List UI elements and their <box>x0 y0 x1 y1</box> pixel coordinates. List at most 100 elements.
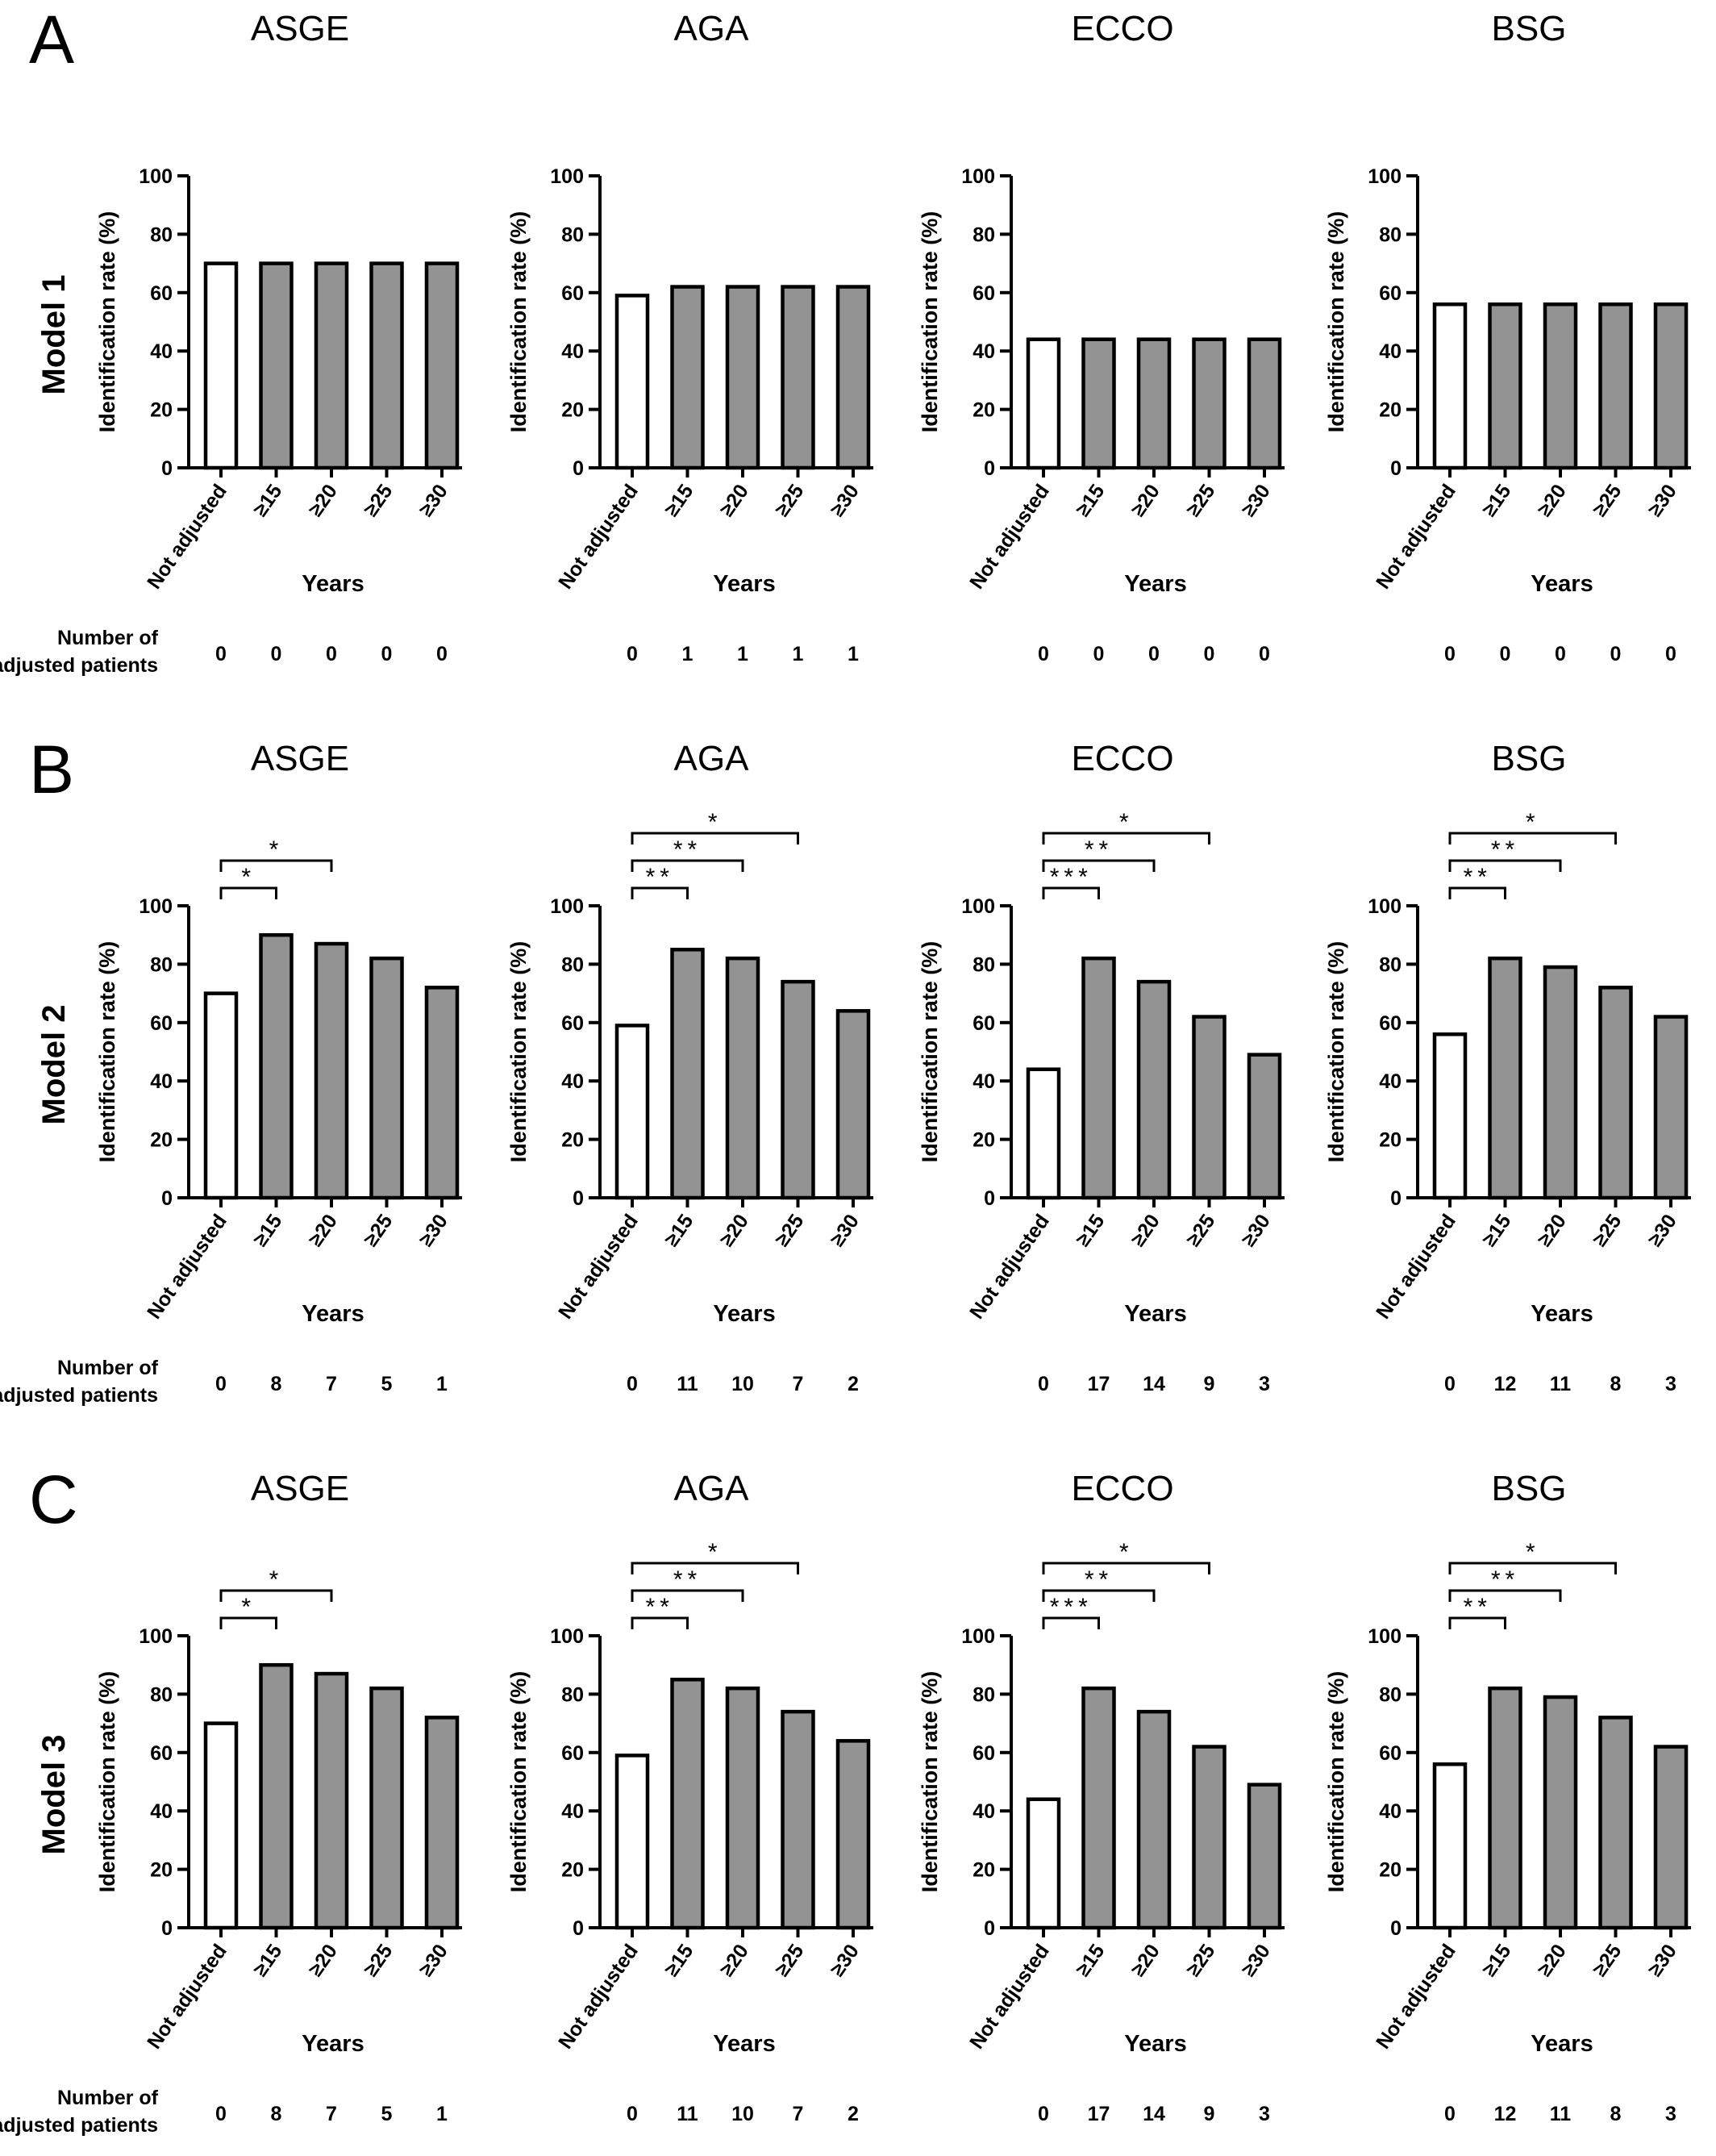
chart-title: BSG <box>1492 739 1567 778</box>
significance-bracket <box>631 1616 689 1629</box>
x-tick-label: ≥15 <box>1478 1210 1516 1250</box>
x-axis-label: Years <box>302 571 364 597</box>
y-tick-label: 40 <box>561 1070 584 1093</box>
y-axis-label: Identification rate (%) <box>918 1671 942 1893</box>
x-tick-label: ≥20 <box>1127 480 1164 520</box>
chart-title: AGA <box>674 739 750 778</box>
y-tick-label: 60 <box>561 1012 584 1035</box>
count-value: 0 <box>1259 643 1270 665</box>
y-axis-label: Identification rate (%) <box>95 1671 119 1893</box>
x-tick-label: ≥15 <box>1072 1210 1110 1250</box>
x-tick-label: ≥20 <box>715 1210 753 1250</box>
count-value: 8 <box>1610 2103 1622 2125</box>
significance-stars: * <box>1526 809 1540 836</box>
y-tick-label: 80 <box>1379 223 1402 246</box>
x-tick-label: ≥30 <box>1643 480 1681 520</box>
y-tick-label: 100 <box>961 1625 995 1648</box>
x-axis-label: Years <box>1124 2031 1186 2057</box>
significance-stars: ** <box>673 1566 702 1593</box>
bar <box>314 261 349 470</box>
count-value: 0 <box>215 643 227 665</box>
count-value: 3 <box>1665 1373 1676 1395</box>
x-tick-label: ≥25 <box>771 1940 809 1980</box>
bar <box>1653 302 1689 470</box>
significance-bracket <box>1042 1562 1210 1574</box>
significance-stars: * <box>1119 1539 1134 1566</box>
bar <box>835 1009 871 1200</box>
x-tick-label: ≥15 <box>1072 480 1110 520</box>
bar <box>1653 1745 1689 1930</box>
chart-ecco: ECCO 0 20 40 60 80 100 Identification rate (%) N… <box>918 1469 1285 2125</box>
significance-stars: ** <box>1464 864 1492 890</box>
x-tick-label: ≥15 <box>1072 1940 1110 1980</box>
significance-bracket <box>631 886 689 899</box>
y-tick-label: 40 <box>561 340 584 363</box>
bar <box>725 956 760 1200</box>
model-label: Model 1 <box>36 275 72 395</box>
bar <box>781 979 815 1200</box>
x-axis-label: Years <box>1531 2031 1593 2057</box>
count-value: 11 <box>1550 2103 1572 2125</box>
bar <box>259 1662 294 1930</box>
x-tick-label: Not adjusted <box>143 480 231 593</box>
count-value: 0 <box>271 643 282 665</box>
x-tick-label: ≥15 <box>660 480 698 520</box>
x-tick-label: ≥30 <box>414 480 452 520</box>
bar <box>314 1671 349 1930</box>
y-tick-label: 20 <box>561 1859 584 1882</box>
y-tick-label: 100 <box>550 895 584 918</box>
x-tick-label: Not adjusted <box>143 1210 231 1323</box>
x-tick-label: ≥25 <box>1589 1940 1626 1980</box>
bar <box>369 261 404 470</box>
y-tick-label: 20 <box>150 1859 173 1882</box>
count-value: 14 <box>1143 1373 1165 1395</box>
count-value: 3 <box>1665 2103 1676 2125</box>
chart-title: BSG <box>1492 1469 1567 1508</box>
bar <box>781 1709 815 1930</box>
x-tick-label: ≥25 <box>771 480 809 520</box>
y-tick-label: 60 <box>973 1742 995 1765</box>
bar <box>1432 1032 1468 1200</box>
count-value: 0 <box>1038 643 1049 665</box>
significance-stars: ** <box>646 864 674 890</box>
y-tick-label: 20 <box>150 399 173 422</box>
chart-ecco: ECCO 0 20 40 60 80 100 Identification rate (%) N… <box>918 9 1285 665</box>
count-value: 0 <box>627 643 638 665</box>
bar <box>369 1686 404 1930</box>
significance-bracket <box>1042 886 1100 899</box>
bar <box>259 932 294 1200</box>
count-value: 3 <box>1259 2103 1270 2125</box>
significance-stars: * <box>269 836 284 863</box>
x-tick-label: Not adjusted <box>554 1940 643 2053</box>
significance-bracket <box>1042 1616 1100 1629</box>
bar <box>1136 979 1172 1200</box>
y-tick-label: 40 <box>973 1070 995 1093</box>
bar <box>1081 956 1116 1200</box>
count-value: 0 <box>1093 643 1105 665</box>
significance-bracket <box>631 832 799 844</box>
y-axis-label: Identification rate (%) <box>918 211 942 433</box>
x-tick-label: ≥15 <box>249 480 287 520</box>
y-tick-label: 80 <box>150 953 173 976</box>
y-axis-label: Identification rate (%) <box>506 1671 531 1893</box>
count-value: 0 <box>1148 643 1160 665</box>
y-tick-label: 60 <box>561 282 584 305</box>
significance-stars: ** <box>1464 1594 1492 1620</box>
y-axis-label: Identification rate (%) <box>1324 941 1348 1163</box>
chart-title: AGA <box>674 9 750 48</box>
count-value: 1 <box>848 643 859 665</box>
count-value: 0 <box>1555 643 1566 665</box>
significance-bracket <box>631 1589 744 1602</box>
bar <box>424 261 460 470</box>
y-tick-label: 80 <box>561 1683 584 1706</box>
x-tick-label: ≥30 <box>826 480 864 520</box>
bar <box>1136 1709 1172 1930</box>
x-tick-label: ≥15 <box>249 1210 287 1250</box>
x-tick-label: Not adjusted <box>965 1940 1054 2053</box>
bar <box>1432 302 1468 470</box>
count-value: 0 <box>1038 2103 1049 2125</box>
bar <box>314 941 349 1200</box>
y-tick-label: 0 <box>1390 1917 1402 1940</box>
chart-title: ASGE <box>251 739 349 778</box>
y-tick-label: 0 <box>573 1187 584 1210</box>
